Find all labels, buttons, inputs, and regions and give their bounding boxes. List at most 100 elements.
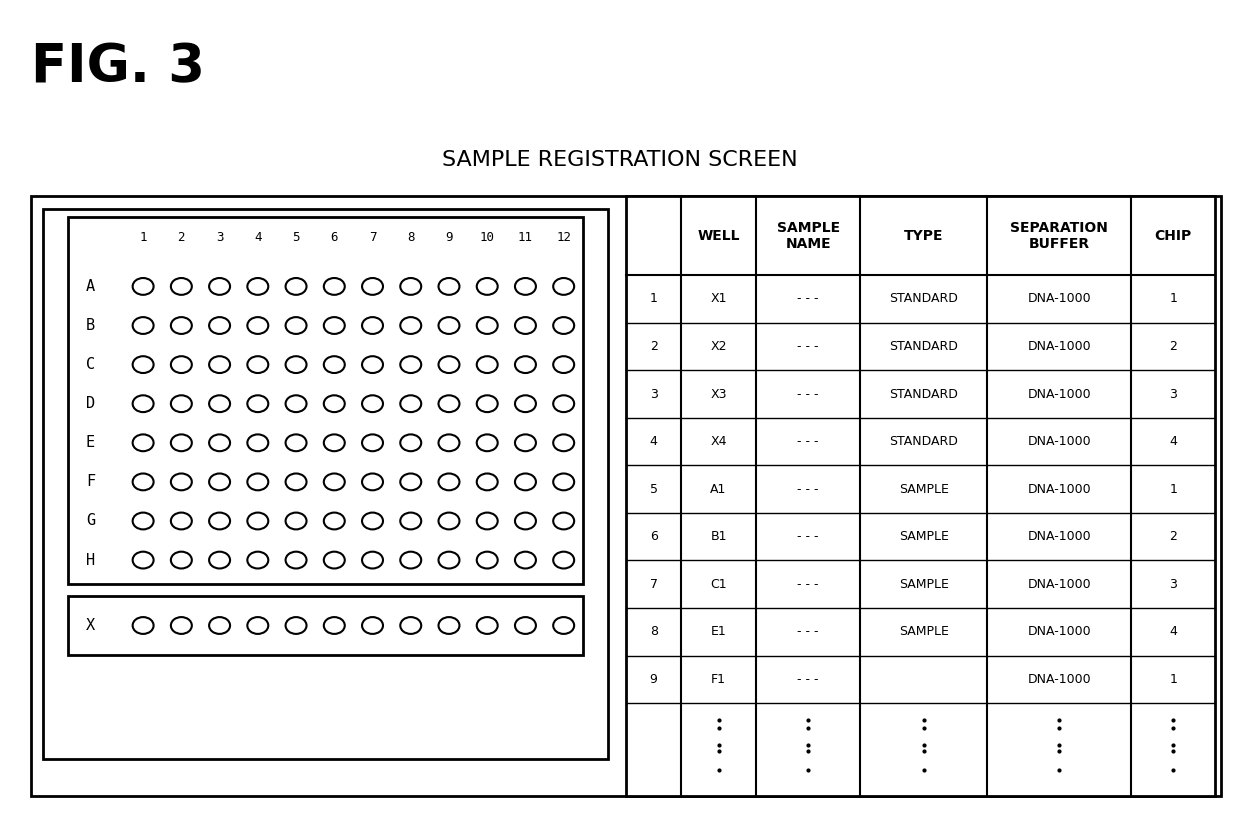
Ellipse shape: [324, 513, 345, 530]
Ellipse shape: [210, 513, 231, 530]
Ellipse shape: [247, 474, 268, 490]
Ellipse shape: [401, 395, 422, 412]
Ellipse shape: [210, 317, 231, 334]
Ellipse shape: [210, 551, 231, 569]
Ellipse shape: [553, 395, 574, 412]
Text: 9: 9: [445, 231, 453, 244]
Text: STANDARD: STANDARD: [889, 340, 959, 353]
Ellipse shape: [171, 435, 192, 451]
Text: 6: 6: [331, 231, 339, 244]
Text: 1: 1: [1169, 673, 1177, 686]
Text: 7: 7: [368, 231, 376, 244]
Text: DNA-1000: DNA-1000: [1028, 483, 1091, 495]
Ellipse shape: [476, 317, 497, 334]
Text: X2: X2: [711, 340, 727, 353]
Text: 3: 3: [216, 231, 223, 244]
Ellipse shape: [401, 513, 422, 530]
Ellipse shape: [247, 317, 268, 334]
Text: 4: 4: [254, 231, 262, 244]
Ellipse shape: [476, 356, 497, 373]
Text: - - -: - - -: [797, 626, 818, 638]
Ellipse shape: [362, 513, 383, 530]
Ellipse shape: [324, 395, 345, 412]
Ellipse shape: [171, 474, 192, 490]
Ellipse shape: [553, 551, 574, 569]
Ellipse shape: [362, 395, 383, 412]
Text: F: F: [86, 475, 95, 490]
Ellipse shape: [247, 435, 268, 451]
Ellipse shape: [553, 278, 574, 295]
Text: 11: 11: [518, 231, 533, 244]
Text: DNA-1000: DNA-1000: [1028, 673, 1091, 686]
Ellipse shape: [362, 356, 383, 373]
Text: 2: 2: [1169, 340, 1177, 353]
Text: SAMPLE: SAMPLE: [899, 626, 949, 638]
Ellipse shape: [133, 356, 154, 373]
Ellipse shape: [285, 356, 306, 373]
Bar: [43, 208, 608, 759]
Ellipse shape: [171, 617, 192, 634]
Text: X1: X1: [711, 293, 727, 305]
Ellipse shape: [171, 551, 192, 569]
Text: 1: 1: [650, 293, 657, 305]
Text: 1: 1: [1169, 483, 1177, 495]
Text: F1: F1: [711, 673, 727, 686]
Ellipse shape: [515, 617, 536, 634]
Ellipse shape: [324, 278, 345, 295]
Ellipse shape: [515, 395, 536, 412]
Ellipse shape: [515, 278, 536, 295]
Ellipse shape: [476, 278, 497, 295]
Text: SAMPLE
NAME: SAMPLE NAME: [776, 220, 839, 251]
Ellipse shape: [210, 474, 231, 490]
Text: 3: 3: [1169, 388, 1177, 400]
Ellipse shape: [324, 551, 345, 569]
Text: 1: 1: [1169, 293, 1177, 305]
Ellipse shape: [439, 278, 460, 295]
Text: A: A: [86, 279, 95, 294]
Ellipse shape: [362, 474, 383, 490]
Ellipse shape: [171, 356, 192, 373]
Text: STANDARD: STANDARD: [889, 388, 959, 400]
Ellipse shape: [133, 435, 154, 451]
Ellipse shape: [401, 551, 422, 569]
Ellipse shape: [247, 278, 268, 295]
Text: - - -: - - -: [797, 578, 818, 590]
Text: 8: 8: [407, 231, 414, 244]
Text: DNA-1000: DNA-1000: [1028, 626, 1091, 638]
Text: B1: B1: [711, 530, 727, 543]
Text: 6: 6: [650, 530, 657, 543]
Text: DNA-1000: DNA-1000: [1028, 435, 1091, 448]
Ellipse shape: [476, 395, 497, 412]
Ellipse shape: [362, 317, 383, 334]
Ellipse shape: [362, 617, 383, 634]
Ellipse shape: [133, 395, 154, 412]
Ellipse shape: [133, 513, 154, 530]
Text: 3: 3: [1169, 578, 1177, 590]
Ellipse shape: [401, 317, 422, 334]
Text: 2: 2: [177, 231, 185, 244]
Text: SAMPLE: SAMPLE: [899, 483, 949, 495]
Ellipse shape: [476, 513, 497, 530]
Text: DNA-1000: DNA-1000: [1028, 293, 1091, 305]
Ellipse shape: [553, 317, 574, 334]
Ellipse shape: [285, 435, 306, 451]
Text: X: X: [86, 618, 95, 633]
Ellipse shape: [439, 435, 460, 451]
Text: - - -: - - -: [797, 293, 818, 305]
Ellipse shape: [439, 551, 460, 569]
Text: X3: X3: [711, 388, 727, 400]
Ellipse shape: [553, 435, 574, 451]
Ellipse shape: [171, 278, 192, 295]
Ellipse shape: [247, 513, 268, 530]
Text: D: D: [86, 396, 95, 411]
Ellipse shape: [210, 356, 231, 373]
Ellipse shape: [133, 551, 154, 569]
Ellipse shape: [401, 435, 422, 451]
Text: 4: 4: [650, 435, 657, 448]
Ellipse shape: [476, 551, 497, 569]
Ellipse shape: [515, 513, 536, 530]
Text: SEPARATION
BUFFER: SEPARATION BUFFER: [1011, 220, 1109, 251]
Ellipse shape: [401, 356, 422, 373]
Text: SAMPLE: SAMPLE: [899, 530, 949, 543]
Bar: [626, 196, 1215, 796]
